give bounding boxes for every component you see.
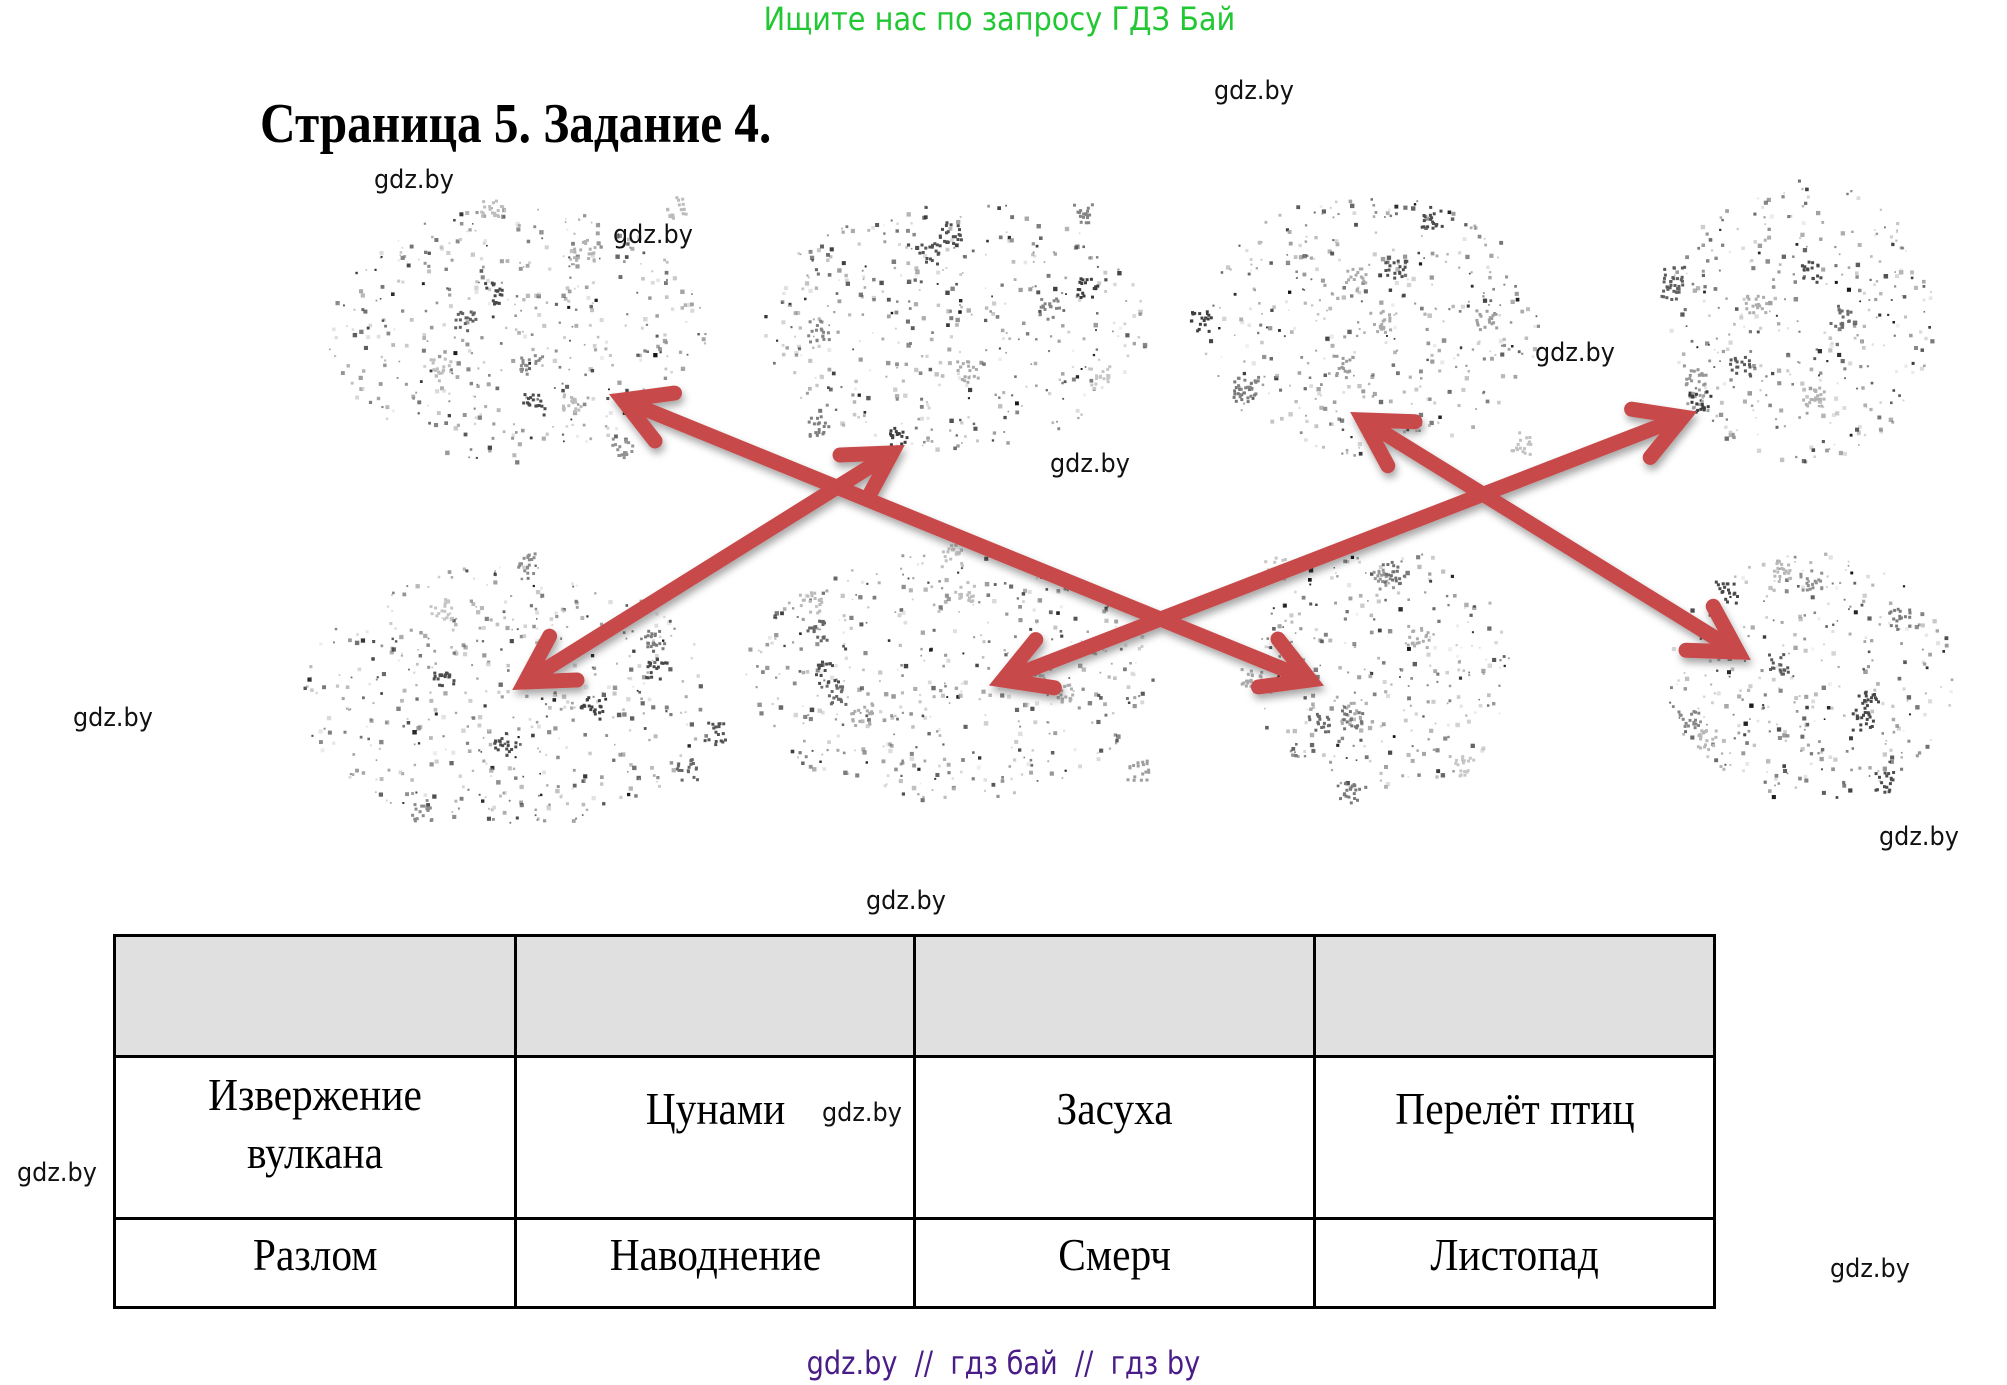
watermark: gdz.by [1214,76,1294,106]
table-cell: Разлом [113,1217,517,1309]
watermark: gdz.by [613,220,693,250]
flood-picture [1240,553,1510,805]
header-cell [1313,934,1716,1058]
birds-picture [1669,552,1954,800]
page-title: Страница 5. Задание 4. [260,93,772,155]
table-cell: Засуха [913,1055,1316,1220]
table-cell: Цунами [514,1055,916,1220]
watermark: gdz.by [1879,822,1959,852]
table-cell: Наводнение [514,1217,916,1309]
table-row: Разлом Наводнение Смерч Листопад [113,1217,1716,1309]
watermark: gdz.by [73,703,153,733]
watermark: gdz.by [1535,338,1615,368]
watermark: gdz.by [17,1158,97,1188]
table-header-row [113,934,1716,1058]
answer-table: Извержение вулкана Цунами Засуха Перелёт… [113,934,1716,1309]
tree-picture [303,552,727,824]
tornado-picture [745,543,1155,803]
watermark: gdz.by [1050,449,1130,479]
watermark: gdz.by [866,886,946,916]
watermark: gdz.by [374,165,454,195]
table-cell: Извержение вулкана [113,1055,517,1220]
pictures-area [303,179,1954,824]
table-cell: Перелёт птиц [1313,1055,1716,1220]
table-cell: Листопад [1313,1217,1716,1309]
footer-links: gdz.by // гдз бай // гдз by [806,1344,1201,1382]
storm-picture [1189,198,1540,457]
table-cell: Смерч [913,1217,1316,1309]
watermark: gdz.by [1830,1254,1910,1284]
table-row: Извержение вулкана Цунами Засуха Перелёт… [113,1055,1716,1220]
header-cell [113,934,517,1058]
promo-banner: Ищите нас по запросу ГДЗ Бай [763,0,1236,38]
volcano-picture [1660,179,1935,464]
header-cell [913,934,1316,1058]
wave-picture [764,203,1148,452]
header-cell [514,934,916,1058]
